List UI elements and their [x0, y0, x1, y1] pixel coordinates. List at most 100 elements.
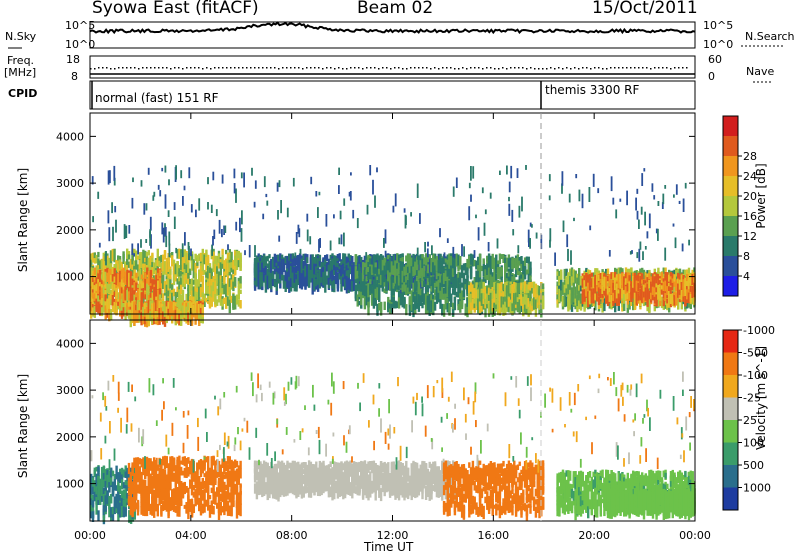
range-gate-cell: [113, 284, 116, 298]
range-gate-cell: [165, 263, 168, 274]
range-gate-cell: [113, 248, 116, 263]
range-gate-cell: [306, 254, 309, 259]
range-gate-cell: [446, 264, 449, 277]
range-gate-cell: [201, 275, 204, 289]
nave-dot: [250, 67, 252, 69]
range-gate-cell: [372, 254, 376, 266]
range-gate-cell: [347, 262, 350, 269]
range-gate-cell: [190, 254, 194, 262]
range-gate-cell: [304, 270, 307, 282]
range-gate-cell: [351, 256, 354, 264]
range-gate-cell: [165, 258, 168, 263]
range-gate-cell: [446, 281, 449, 291]
range-gate-cell: [100, 263, 104, 272]
range-gate-cell: [358, 300, 361, 306]
range-gate-cell: [466, 276, 469, 283]
range-gate-cell: [459, 283, 462, 294]
nave-dot: [462, 67, 464, 69]
range-gate-cell: [466, 267, 469, 278]
range-gate-cell: [493, 290, 496, 298]
range-gate-cell: [226, 275, 230, 284]
range-gate-cell: [448, 273, 451, 279]
range-gate-cell: [124, 271, 127, 285]
range-gate-cell: [176, 292, 179, 298]
range-gate-cell: [106, 306, 109, 313]
nave-dot: [582, 67, 584, 69]
nave-dot: [338, 67, 340, 69]
range-gate-cell: [603, 298, 606, 312]
range-gate-cell: [120, 299, 124, 311]
range-gate-cell: [520, 256, 523, 270]
range-gate-cell: [318, 279, 322, 289]
nave-dot: [118, 67, 120, 69]
range-gate-cell: [325, 278, 329, 285]
range-gate-cell: [417, 279, 421, 285]
range-gate-cell: [367, 254, 370, 260]
range-gate-cell: [502, 291, 505, 301]
range-gate-cell: [505, 287, 509, 295]
range-gate-cell: [478, 265, 482, 278]
range-gate-cell: [408, 303, 412, 316]
range-gate-cell: [534, 288, 538, 295]
range-gate-cell: [293, 267, 296, 276]
range-gate-cell: [205, 272, 208, 278]
nave-dot: [130, 67, 132, 69]
range-gate-cell: [522, 287, 525, 292]
range-gate-cell: [138, 285, 142, 297]
range-gate-cell: [414, 269, 417, 281]
range-gate-cell: [154, 300, 158, 311]
range-gate-cell: [212, 288, 215, 302]
range-gate-cell: [313, 273, 316, 286]
range-gate-cell: [217, 253, 221, 263]
range-gate-cell: [169, 301, 172, 313]
range-gate-cell: [126, 289, 129, 301]
nave-dot: [106, 67, 108, 69]
nave-dot: [450, 67, 452, 69]
range-gate-cell: [235, 263, 239, 269]
range-gate-cell: [527, 293, 530, 302]
range-gate-cell: [181, 261, 185, 273]
range-gate-cell: [480, 265, 484, 272]
range-gate-cell: [153, 262, 156, 269]
range-gate-cell: [496, 297, 500, 304]
range-gate-cell: [441, 303, 444, 316]
range-gate-cell: [451, 283, 455, 289]
range-gate-cell: [419, 255, 422, 261]
range-gate-cell: [183, 265, 186, 278]
range-gate-cell: [569, 298, 572, 310]
range-gate-cell: [442, 288, 446, 294]
range-gate-cell: [300, 263, 304, 274]
range-gate-cell: [187, 302, 190, 311]
range-gate-cell: [536, 297, 539, 309]
range-gate-cell: [423, 265, 426, 277]
range-gate-cell: [462, 276, 466, 283]
range-gate-cell: [509, 257, 512, 267]
range-gate-cell: [100, 280, 104, 288]
range-gate-cell: [333, 255, 336, 265]
range-gate-cell: [289, 266, 293, 272]
range-gate-cell: [158, 300, 161, 315]
range-gate-cell: [498, 283, 502, 297]
range-gate-cell: [221, 263, 224, 269]
range-gate-cell: [424, 279, 428, 286]
range-gate-cell: [99, 269, 102, 280]
range-gate-cell: [417, 255, 421, 265]
range-gate-cell: [142, 274, 145, 279]
range-gate-cell: [451, 304, 455, 316]
range-gate-cell: [129, 313, 132, 324]
nave-dot: [406, 68, 408, 70]
range-gate-cell: [504, 295, 507, 307]
range-gate-cell: [190, 302, 194, 312]
range-gate-cell: [100, 274, 104, 279]
range-gate-cell: [122, 291, 125, 302]
range-gate-cell: [286, 271, 289, 279]
range-gate-cell: [128, 278, 131, 290]
range-gate-cell: [259, 261, 262, 271]
range-gate-cell: [561, 285, 565, 295]
nave-dot: [150, 67, 152, 69]
range-gate-cell: [255, 255, 259, 261]
nave-dot: [398, 67, 400, 69]
range-gate-cell: [298, 262, 302, 277]
range-gate-cell: [466, 298, 469, 307]
range-gate-cell: [351, 271, 354, 279]
